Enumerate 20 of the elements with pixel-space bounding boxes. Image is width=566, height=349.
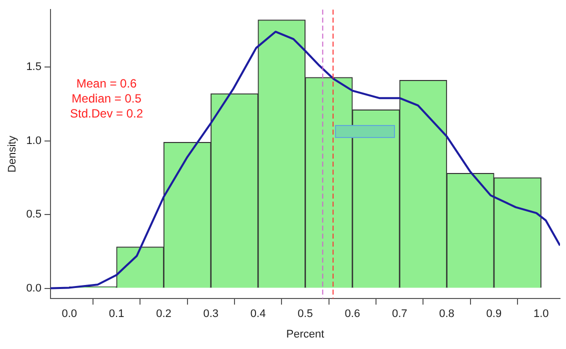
y-tick-label: 1.5 bbox=[26, 61, 42, 74]
x-tick-label: 0.9 bbox=[486, 308, 502, 320]
x-tick-label: 0.5 bbox=[298, 308, 313, 320]
x-tick-label: 0.8 bbox=[439, 308, 454, 320]
y-tick-label: 1.0 bbox=[26, 134, 42, 147]
x-tick-label: 0.0 bbox=[62, 308, 78, 320]
x-tick-label: 0.3 bbox=[203, 308, 219, 320]
y-tick-label: 0.5 bbox=[26, 208, 42, 221]
annotation: Std.Dev = 0.2 bbox=[70, 106, 144, 121]
x-tick-label: 1.0 bbox=[533, 308, 549, 320]
x-axis-title: Percent bbox=[286, 328, 324, 340]
y-tick-label: 0.0 bbox=[26, 282, 42, 294]
annotation: Mean = 0.6 bbox=[76, 76, 138, 91]
x-tick-label: 0.2 bbox=[156, 308, 172, 320]
x-tick-label: 0.4 bbox=[250, 308, 266, 320]
x-tick-label: 0.7 bbox=[392, 308, 408, 320]
y-axis-title: Density bbox=[6, 135, 19, 172]
annotation: Median = 0.5 bbox=[72, 92, 142, 106]
x-tick-label: 0.1 bbox=[108, 308, 124, 320]
x-tick-label: 0.6 bbox=[344, 308, 360, 320]
